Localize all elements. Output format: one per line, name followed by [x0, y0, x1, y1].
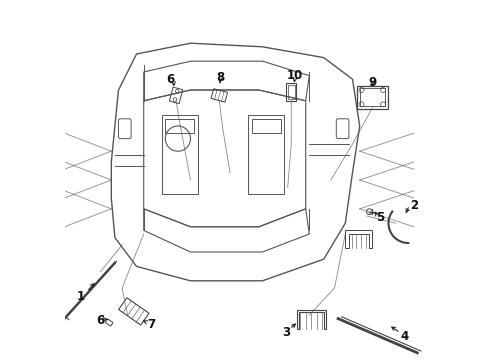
Bar — [285, 83, 296, 101]
Text: 8: 8 — [216, 71, 224, 84]
Bar — [287, 85, 294, 99]
Text: 7: 7 — [146, 318, 155, 331]
Bar — [105, 319, 113, 326]
Text: 6: 6 — [166, 73, 175, 86]
Text: 5: 5 — [375, 211, 384, 224]
Text: 1: 1 — [77, 291, 84, 303]
Text: 3: 3 — [281, 327, 289, 339]
Text: 6: 6 — [96, 314, 104, 327]
Text: 9: 9 — [367, 76, 376, 89]
Text: 10: 10 — [286, 69, 303, 82]
Text: 4: 4 — [400, 330, 408, 343]
Text: 2: 2 — [409, 199, 417, 212]
Bar — [359, 89, 384, 106]
Bar — [211, 89, 227, 102]
Bar — [356, 86, 387, 109]
